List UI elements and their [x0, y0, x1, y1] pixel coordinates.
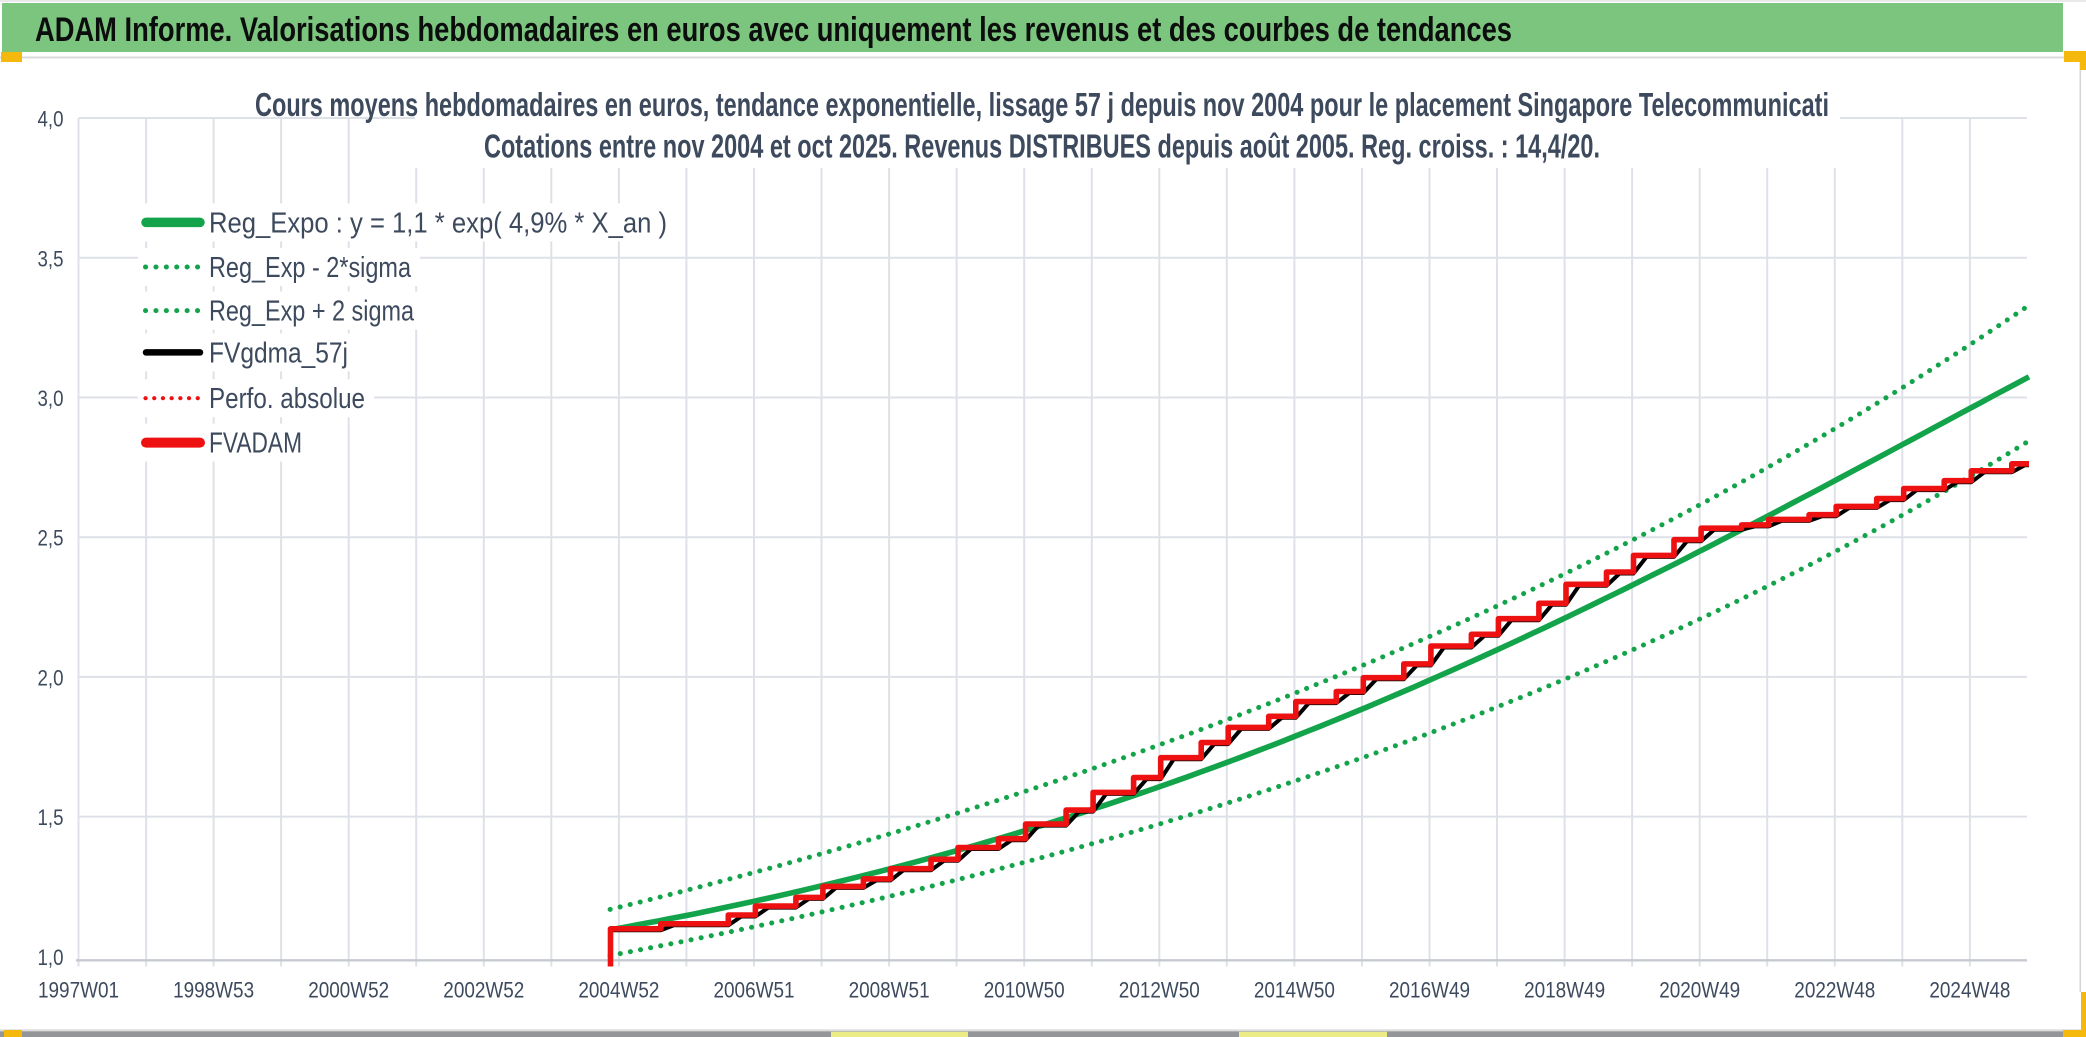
svg-text:FVADAM: FVADAM: [209, 428, 302, 460]
svg-text:2012W50: 2012W50: [1119, 978, 1200, 1003]
svg-text:4,0: 4,0: [38, 107, 64, 132]
svg-text:1997W01: 1997W01: [38, 978, 119, 1003]
svg-text:1998W53: 1998W53: [173, 978, 254, 1003]
svg-text:Perfo. absolue: Perfo. absolue: [209, 383, 365, 415]
svg-text:Cours moyens hebdomadaires en: Cours moyens hebdomadaires en euros, ten…: [255, 87, 1829, 124]
svg-text:Reg_Exp - 2*sigma: Reg_Exp - 2*sigma: [209, 252, 411, 284]
svg-text:2008W51: 2008W51: [849, 978, 930, 1003]
svg-text:3,0: 3,0: [38, 386, 64, 411]
svg-text:2,0: 2,0: [38, 665, 64, 690]
svg-text:2000W52: 2000W52: [308, 978, 389, 1003]
svg-text:Reg_Exp + 2 sigma: Reg_Exp + 2 sigma: [209, 296, 414, 328]
svg-text:2018W49: 2018W49: [1524, 978, 1605, 1003]
svg-text:Cotations entre nov 2004 et oc: Cotations entre nov 2004 et oct 2025. Re…: [484, 129, 1600, 166]
svg-text:2020W49: 2020W49: [1659, 978, 1740, 1003]
svg-text:2024W48: 2024W48: [1929, 978, 2010, 1003]
svg-text:2010W50: 2010W50: [984, 978, 1065, 1003]
svg-text:1,5: 1,5: [38, 805, 64, 830]
svg-text:2,5: 2,5: [38, 526, 64, 551]
svg-text:FVgdma_57j: FVgdma_57j: [209, 337, 348, 369]
svg-text:2016W49: 2016W49: [1389, 978, 1470, 1003]
svg-text:ADAM Informe. Valorisations he: ADAM Informe. Valorisations hebdomadaire…: [35, 11, 1512, 49]
svg-text:2006W51: 2006W51: [714, 978, 795, 1003]
svg-text:Reg_Expo : y = 1,1 * exp( 4,9%: Reg_Expo : y = 1,1 * exp( 4,9% * X_an ): [209, 207, 667, 239]
svg-text:3,5: 3,5: [38, 246, 64, 271]
svg-text:2022W48: 2022W48: [1794, 978, 1875, 1003]
svg-text:2004W52: 2004W52: [578, 978, 659, 1003]
svg-text:2014W50: 2014W50: [1254, 978, 1335, 1003]
svg-text:2002W52: 2002W52: [443, 978, 524, 1003]
svg-text:1,0: 1,0: [38, 945, 64, 970]
